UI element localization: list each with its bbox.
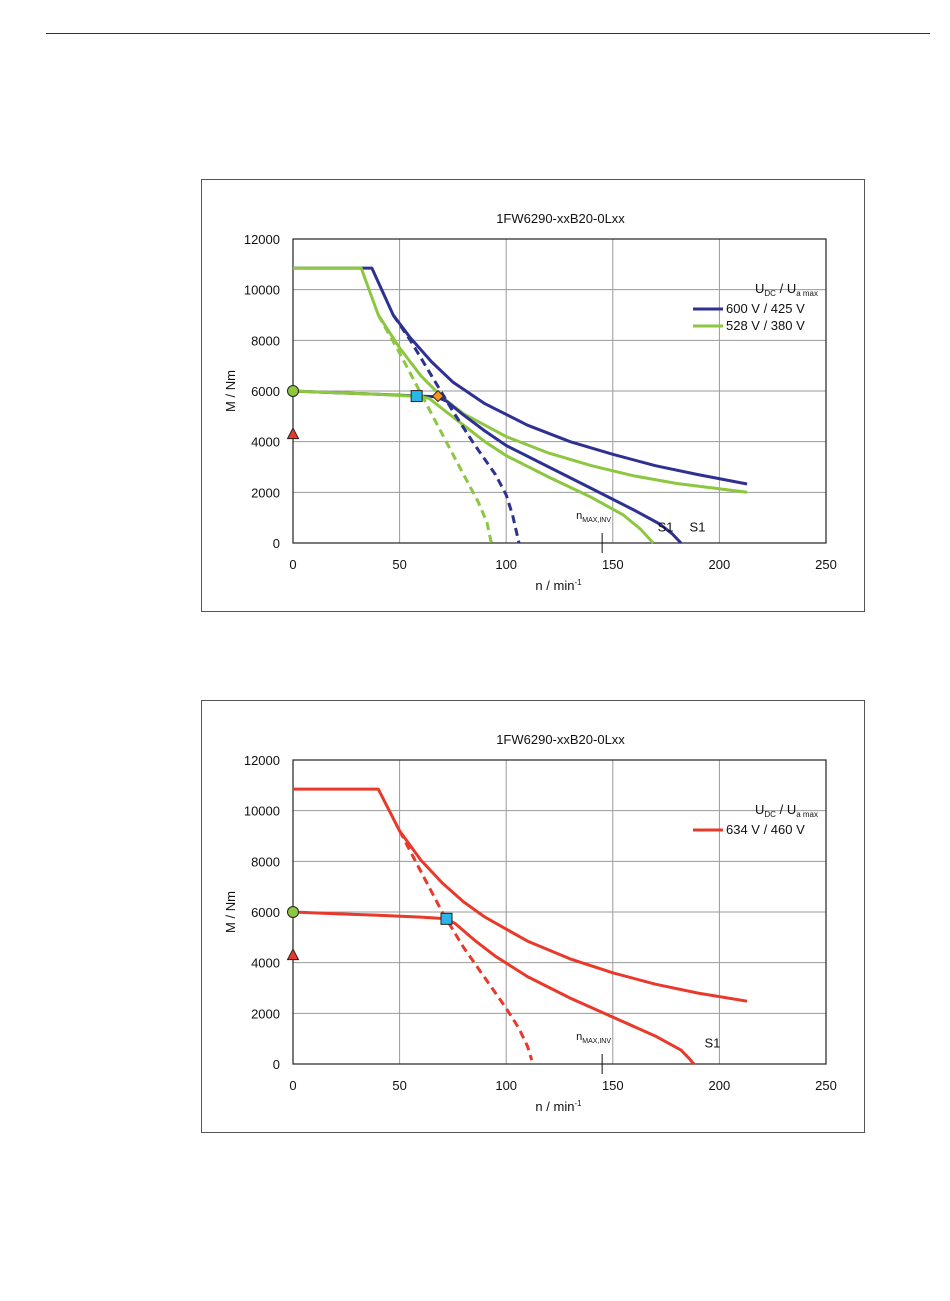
x-tick-label: 0 [289,1078,296,1093]
header-rule [46,33,930,34]
series-line-2 [292,389,683,545]
marker-triangle [286,426,300,440]
series-line-1 [293,266,748,494]
legend-entry: 634 V / 460 V [726,822,805,837]
torque-speed-chart-2: 0 50 100 150 200 250 0 2000 4000 6000 8000 10000 120… [223,732,837,1114]
y-tick-label: 10000 [244,283,280,298]
legend-entry: 600 V / 425 V [726,301,805,316]
series-line-2 [398,830,534,1061]
x-tick-label: 50 [392,557,406,572]
y-tick-label: 2000 [251,1006,280,1021]
y-tick-label: 2000 [251,485,280,500]
marker-square [440,912,453,925]
x-axis-label: n / min-1 [535,1099,582,1114]
s1-label: S1 [704,1035,720,1050]
legend-entry: 528 V / 380 V [726,318,805,333]
y-tick-label: 4000 [251,956,280,971]
chart-panel-1: 0 50 100 150 200 250 0 2000 4000 6000 8000 10000 120… [201,179,865,612]
series-line-0 [293,787,748,1003]
y-tick-label: 8000 [251,333,280,348]
s1-label: S1 [658,519,674,534]
nmax-label: nMAX,INV [576,510,611,524]
y-tick-label: 0 [273,1057,280,1072]
marker-diamond [431,389,445,403]
legend-header: UDC / Ua max [755,802,818,819]
marker-circle [287,385,299,397]
y-tick-label: 12000 [244,753,280,768]
x-tick-label: 200 [709,1078,731,1093]
x-tick-label: 150 [602,1078,624,1093]
series-line-3 [292,389,655,545]
x-tick-label: 150 [602,557,624,572]
series-line-5 [376,314,493,544]
marker-circle [287,906,299,918]
marker-triangle [286,947,300,961]
s1-label: S1 [690,519,706,534]
x-tick-label: 200 [709,557,731,572]
chart-panel-2: 0 50 100 150 200 250 0 2000 4000 6000 8000 10000 120… [201,700,865,1133]
x-tick-label: 250 [815,1078,837,1093]
y-tick-label: 6000 [251,384,280,399]
legend-header: UDC / Ua max [755,281,818,298]
y-tick-label: 6000 [251,905,280,920]
y-tick-label: 8000 [251,854,280,869]
grid-lines [292,238,827,544]
series-line-1 [292,910,695,1065]
y-tick-label: 10000 [244,804,280,819]
y-tick-label: 12000 [244,232,280,247]
y-axis-label: M / Nm [223,891,238,933]
x-tick-label: 0 [289,557,296,572]
y-tick-label: 4000 [251,435,280,450]
x-tick-label: 100 [495,557,517,572]
x-axis-label: n / min-1 [535,578,582,593]
x-tick-label: 50 [392,1078,406,1093]
marker-square [410,390,423,403]
grid-lines [292,759,827,1065]
y-axis-label: M / Nm [223,370,238,412]
chart-title: 1FW6290-xxB20-0Lxx [496,732,625,747]
torque-speed-chart-1: 0 50 100 150 200 250 0 2000 4000 6000 8000 10000 120… [223,211,837,593]
y-tick-label: 0 [273,536,280,551]
x-tick-label: 250 [815,557,837,572]
series-line-4 [391,314,521,544]
x-tick-label: 100 [495,1078,517,1093]
nmax-label: nMAX,INV [576,1031,611,1045]
chart-title: 1FW6290-xxB20-0Lxx [496,211,625,226]
